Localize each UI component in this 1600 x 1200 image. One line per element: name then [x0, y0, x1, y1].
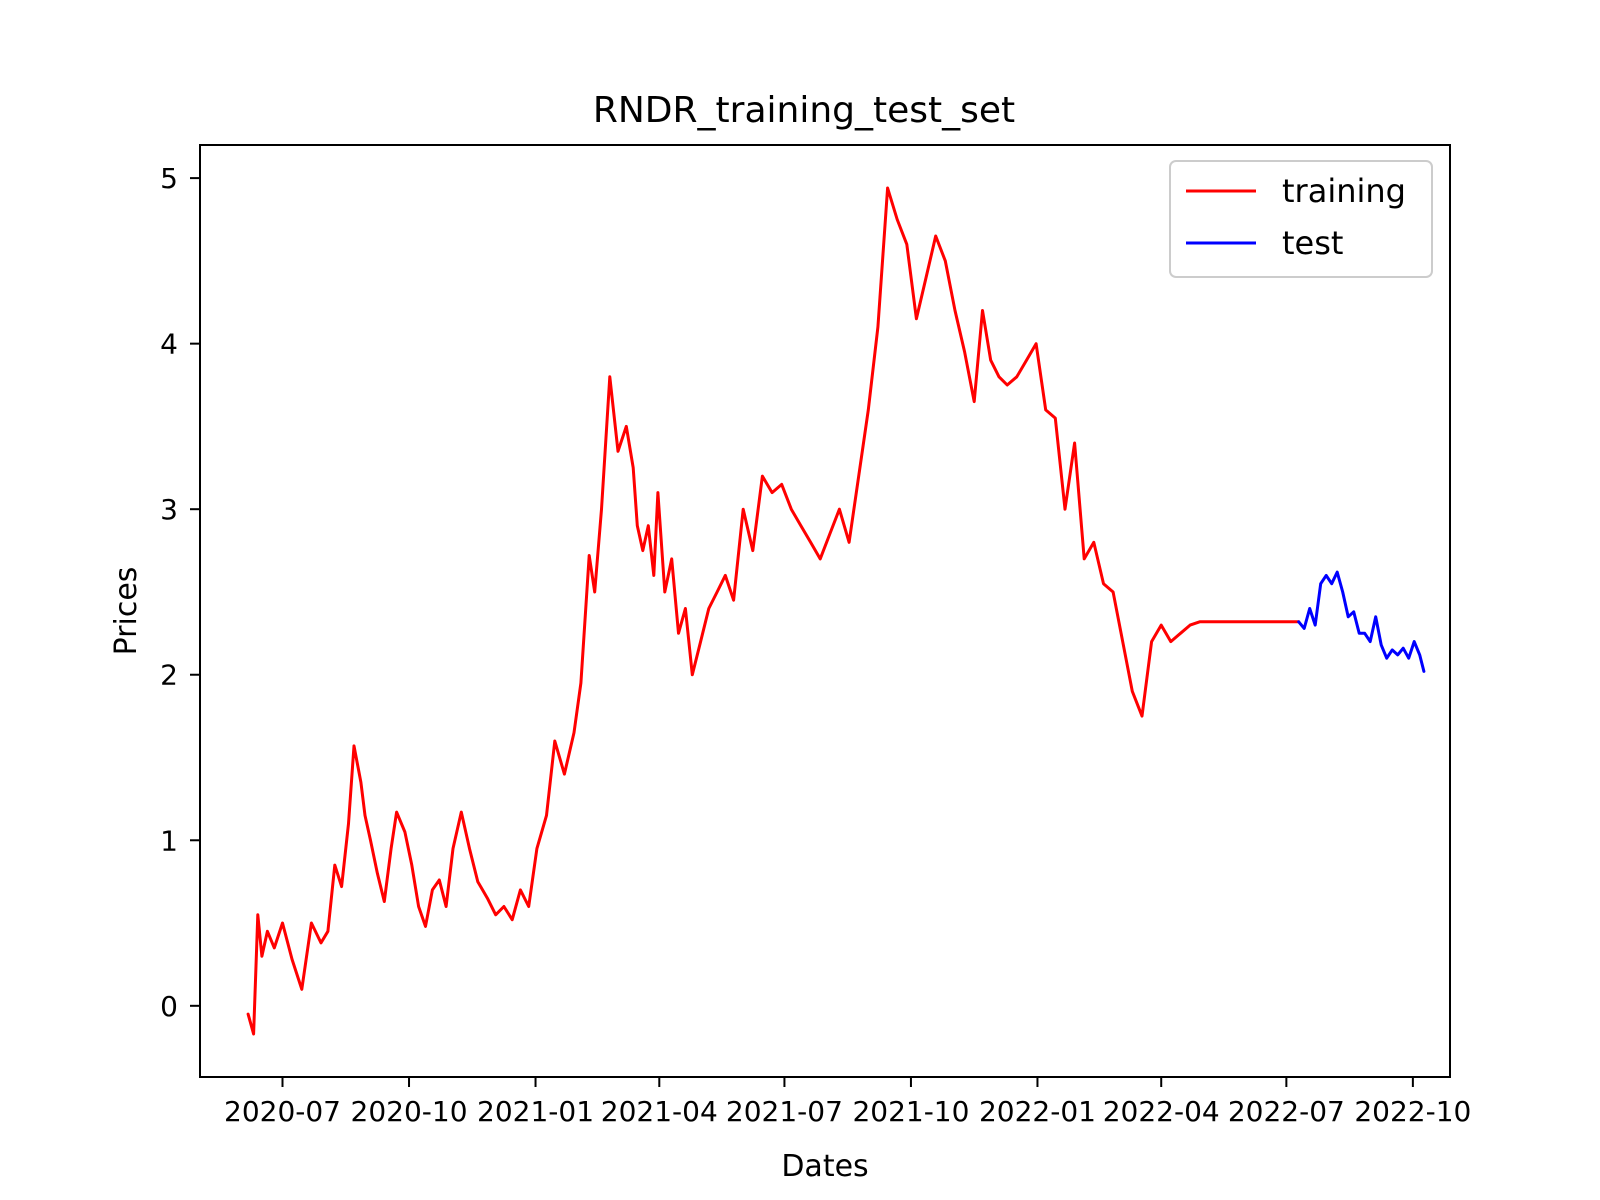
x-axis: 2020-07 2020-10 2021-01 2021-04 2021-07 2021-… — [224, 1077, 1471, 1128]
y-tick-label: 4 — [160, 328, 178, 361]
x-axis-label: Dates — [781, 1149, 868, 1184]
x-tick-label: 2021-10 — [852, 1095, 969, 1128]
y-axis-label: Prices — [109, 567, 144, 656]
y-tick-label: 1 — [160, 824, 178, 857]
x-tick-label: 2022-01 — [979, 1095, 1096, 1128]
x-tick-label: 2022-10 — [1354, 1095, 1471, 1128]
x-tick-label: 2020-07 — [224, 1095, 341, 1128]
series-line-training — [246, 186, 1301, 1036]
y-tick-label: 5 — [160, 162, 178, 195]
plot-frame — [199, 144, 1451, 1078]
chart-title: RNDR_training_test_set — [593, 90, 1015, 131]
y-tick-label: 3 — [160, 493, 178, 526]
y-tick-label: 2 — [160, 659, 178, 692]
series-line-test — [1297, 570, 1426, 673]
x-tick-label: 2021-01 — [477, 1095, 594, 1128]
x-tick-label: 2022-07 — [1228, 1095, 1345, 1128]
legend: training test — [1169, 160, 1433, 278]
x-tick-label: 2022-04 — [1103, 1095, 1220, 1128]
series-layer — [246, 186, 1426, 1036]
y-axis: 0 1 2 3 4 5 — [160, 162, 200, 1023]
x-tick-label: 2021-04 — [601, 1095, 718, 1128]
legend-label-test: test — [1282, 224, 1343, 262]
x-tick-label: 2021-07 — [726, 1095, 843, 1128]
y-tick-label: 0 — [160, 990, 178, 1023]
legend-label-training: training — [1282, 172, 1406, 210]
x-tick-label: 2020-10 — [351, 1095, 468, 1128]
